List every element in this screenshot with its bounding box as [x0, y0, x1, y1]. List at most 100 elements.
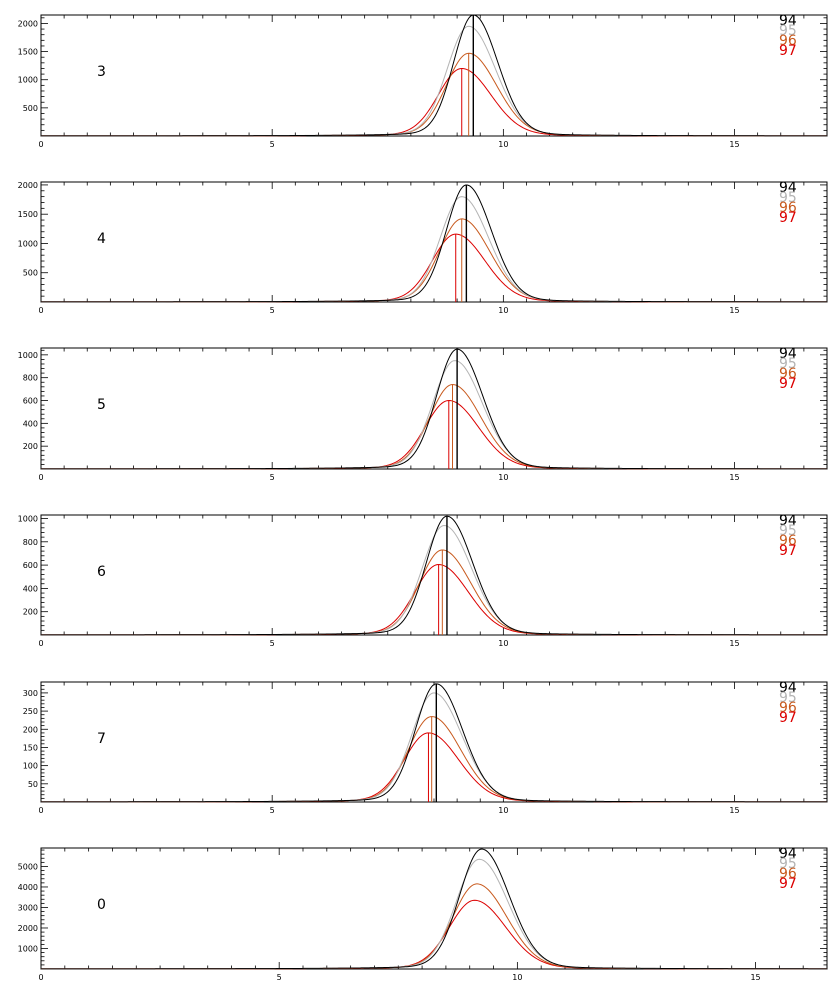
panel-label: 0 — [97, 897, 106, 913]
series-line-96 — [41, 384, 827, 470]
x-tick-label: 5 — [277, 973, 282, 982]
y-tick-label: 800 — [23, 538, 38, 547]
y-tick-label: 50 — [28, 780, 38, 789]
x-tick-label: 15 — [729, 306, 739, 315]
series-line-95 — [41, 360, 827, 470]
series-line-94 — [41, 683, 827, 803]
series-line-96 — [41, 218, 827, 303]
legend-entry-96: 96 — [779, 200, 797, 216]
x-tick-label: 5 — [270, 639, 275, 648]
y-tick-label: 400 — [23, 419, 38, 428]
series-line-94 — [41, 848, 827, 970]
x-tick-label: 10 — [498, 306, 508, 315]
x-tick-label: 10 — [498, 140, 508, 149]
legend-entry-96: 96 — [779, 33, 797, 49]
legend-entry-94: 94 — [779, 346, 797, 362]
series-line-94 — [40, 515, 827, 636]
x-tick-label: 0 — [38, 140, 43, 149]
y-tick-label: 2000 — [18, 924, 38, 933]
x-tick-label: 5 — [270, 806, 275, 815]
panel-label: 6 — [97, 564, 106, 580]
legend-entry-96: 96 — [779, 533, 797, 549]
series-line-95 — [41, 692, 827, 803]
y-tick-label: 150 — [23, 743, 38, 752]
series-line-95 — [41, 858, 827, 970]
legend-entry-95: 95 — [779, 23, 797, 39]
panel-label: 4 — [97, 231, 106, 247]
y-tick-label: 3000 — [18, 903, 38, 912]
series-line-96 — [41, 52, 827, 137]
x-tick-label: 15 — [729, 140, 739, 149]
x-tick-label: 10 — [498, 639, 508, 648]
series-line-94 — [41, 184, 827, 303]
legend-entry-94: 94 — [779, 13, 797, 29]
y-tick-label: 600 — [23, 561, 38, 570]
y-tick-label: 800 — [23, 374, 38, 383]
legend-entry-97: 97 — [779, 210, 797, 226]
legend-entry-95: 95 — [779, 356, 797, 372]
series-line-94 — [41, 348, 827, 470]
y-tick-label: 1000 — [18, 239, 38, 248]
series-line-97 — [41, 732, 827, 803]
legend-entry-94: 94 — [779, 680, 797, 696]
legend-entry-97: 97 — [779, 710, 797, 726]
series-line-96 — [41, 549, 827, 636]
legend-entry-96: 96 — [779, 366, 797, 382]
x-tick-label: 10 — [512, 973, 522, 982]
y-tick-label: 200 — [23, 608, 38, 617]
y-tick-label: 100 — [23, 762, 38, 771]
legend-entry-95: 95 — [779, 190, 797, 206]
y-tick-label: 500 — [23, 104, 38, 113]
y-tick-label: 2000 — [18, 19, 38, 28]
y-tick-label: 1000 — [18, 76, 38, 85]
series-line-96 — [41, 716, 827, 803]
x-tick-label: 5 — [270, 140, 275, 149]
y-tick-label: 2000 — [18, 181, 38, 190]
x-tick-label: 5 — [270, 473, 275, 482]
x-tick-label: 0 — [38, 639, 43, 648]
legend-entry-95: 95 — [779, 856, 797, 872]
panel-label: 3 — [97, 64, 106, 80]
y-tick-label: 1500 — [18, 210, 38, 219]
y-tick-label: 600 — [23, 397, 38, 406]
y-tick-label: 250 — [23, 707, 38, 716]
x-tick-label: 5 — [270, 306, 275, 315]
y-tick-label: 1000 — [18, 944, 38, 953]
panel-label: 5 — [97, 397, 106, 413]
x-tick-label: 15 — [729, 806, 739, 815]
series-line-97 — [41, 400, 827, 470]
y-tick-label: 300 — [23, 689, 38, 698]
x-tick-label: 15 — [729, 639, 739, 648]
y-tick-label: 400 — [23, 584, 38, 593]
series-line-96 — [41, 883, 828, 970]
x-tick-label: 0 — [38, 306, 43, 315]
y-tick-label: 1000 — [18, 351, 38, 360]
x-tick-label: 0 — [38, 473, 43, 482]
x-tick-label: 15 — [750, 973, 760, 982]
y-tick-label: 200 — [23, 442, 38, 451]
y-tick-label: 1500 — [18, 48, 38, 57]
y-tick-label: 4000 — [18, 883, 38, 892]
series-line-97 — [41, 564, 827, 636]
legend-entry-97: 97 — [779, 876, 797, 892]
panel-label: 7 — [97, 731, 106, 747]
series-line-95 — [41, 196, 827, 303]
legend-entry-95: 95 — [779, 690, 797, 706]
y-tick-label: 200 — [23, 725, 38, 734]
legend-entry-97: 97 — [779, 376, 797, 392]
series-line-95 — [41, 524, 827, 636]
x-tick-label: 0 — [38, 973, 43, 982]
series-line-97 — [41, 67, 827, 137]
y-tick-label: 5000 — [18, 862, 38, 871]
legend-entry-96: 96 — [779, 866, 797, 882]
plot-frame — [40, 847, 828, 970]
legend-entry-94: 94 — [779, 513, 797, 529]
x-tick-label: 10 — [498, 473, 508, 482]
